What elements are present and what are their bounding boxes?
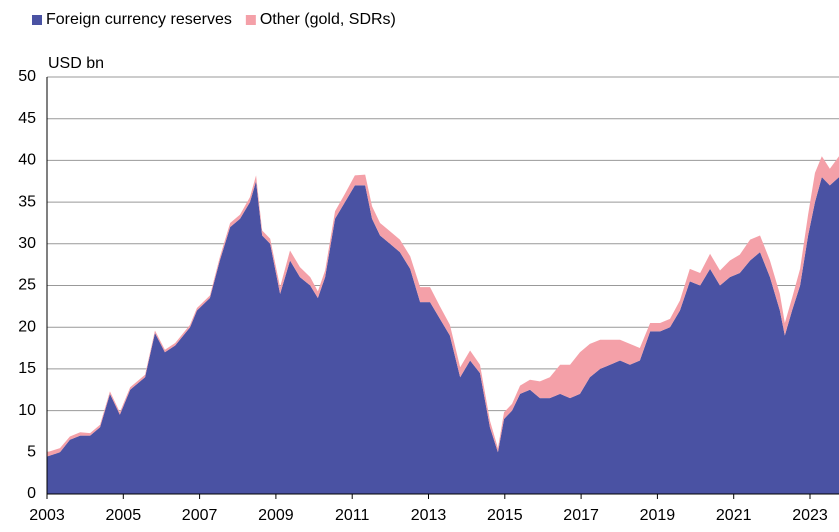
y-tick-label: 20 bbox=[18, 318, 36, 335]
x-tick-label: 2021 bbox=[716, 507, 752, 524]
legend-label: Foreign currency reserves bbox=[46, 11, 232, 28]
x-tick-label: 2015 bbox=[487, 507, 523, 524]
legend-label: Other (gold, SDRs) bbox=[260, 11, 396, 28]
y-axis-label: USD bn bbox=[48, 55, 104, 72]
y-tick-label: 35 bbox=[18, 193, 36, 210]
x-tick-label: 2003 bbox=[29, 507, 65, 524]
x-tick-label: 2017 bbox=[563, 507, 599, 524]
y-tick-label: 25 bbox=[18, 277, 36, 294]
x-tick-label: 2019 bbox=[640, 507, 676, 524]
y-tick-label: 15 bbox=[18, 360, 36, 377]
y-tick-label: 45 bbox=[18, 110, 36, 127]
y-tick-label: 10 bbox=[18, 402, 36, 419]
y-tick-label: 0 bbox=[27, 485, 36, 502]
area bbox=[47, 177, 839, 494]
x-tick-label: 2013 bbox=[411, 507, 447, 524]
y-tick-label: 50 bbox=[18, 68, 36, 85]
area bbox=[47, 156, 839, 457]
x-tick-label: 2011 bbox=[335, 507, 370, 524]
y-tick-label: 40 bbox=[18, 152, 36, 169]
x-tick-label: 2007 bbox=[182, 507, 218, 524]
x-tick-label: 2005 bbox=[106, 507, 142, 524]
y-tick-label: 30 bbox=[18, 235, 36, 252]
x-tick-label: 2009 bbox=[258, 507, 294, 524]
y-tick-label: 5 bbox=[27, 444, 36, 461]
legend-swatch bbox=[245, 15, 256, 25]
x-tick-label: 2023 bbox=[792, 507, 828, 524]
legend-swatch bbox=[32, 15, 42, 25]
